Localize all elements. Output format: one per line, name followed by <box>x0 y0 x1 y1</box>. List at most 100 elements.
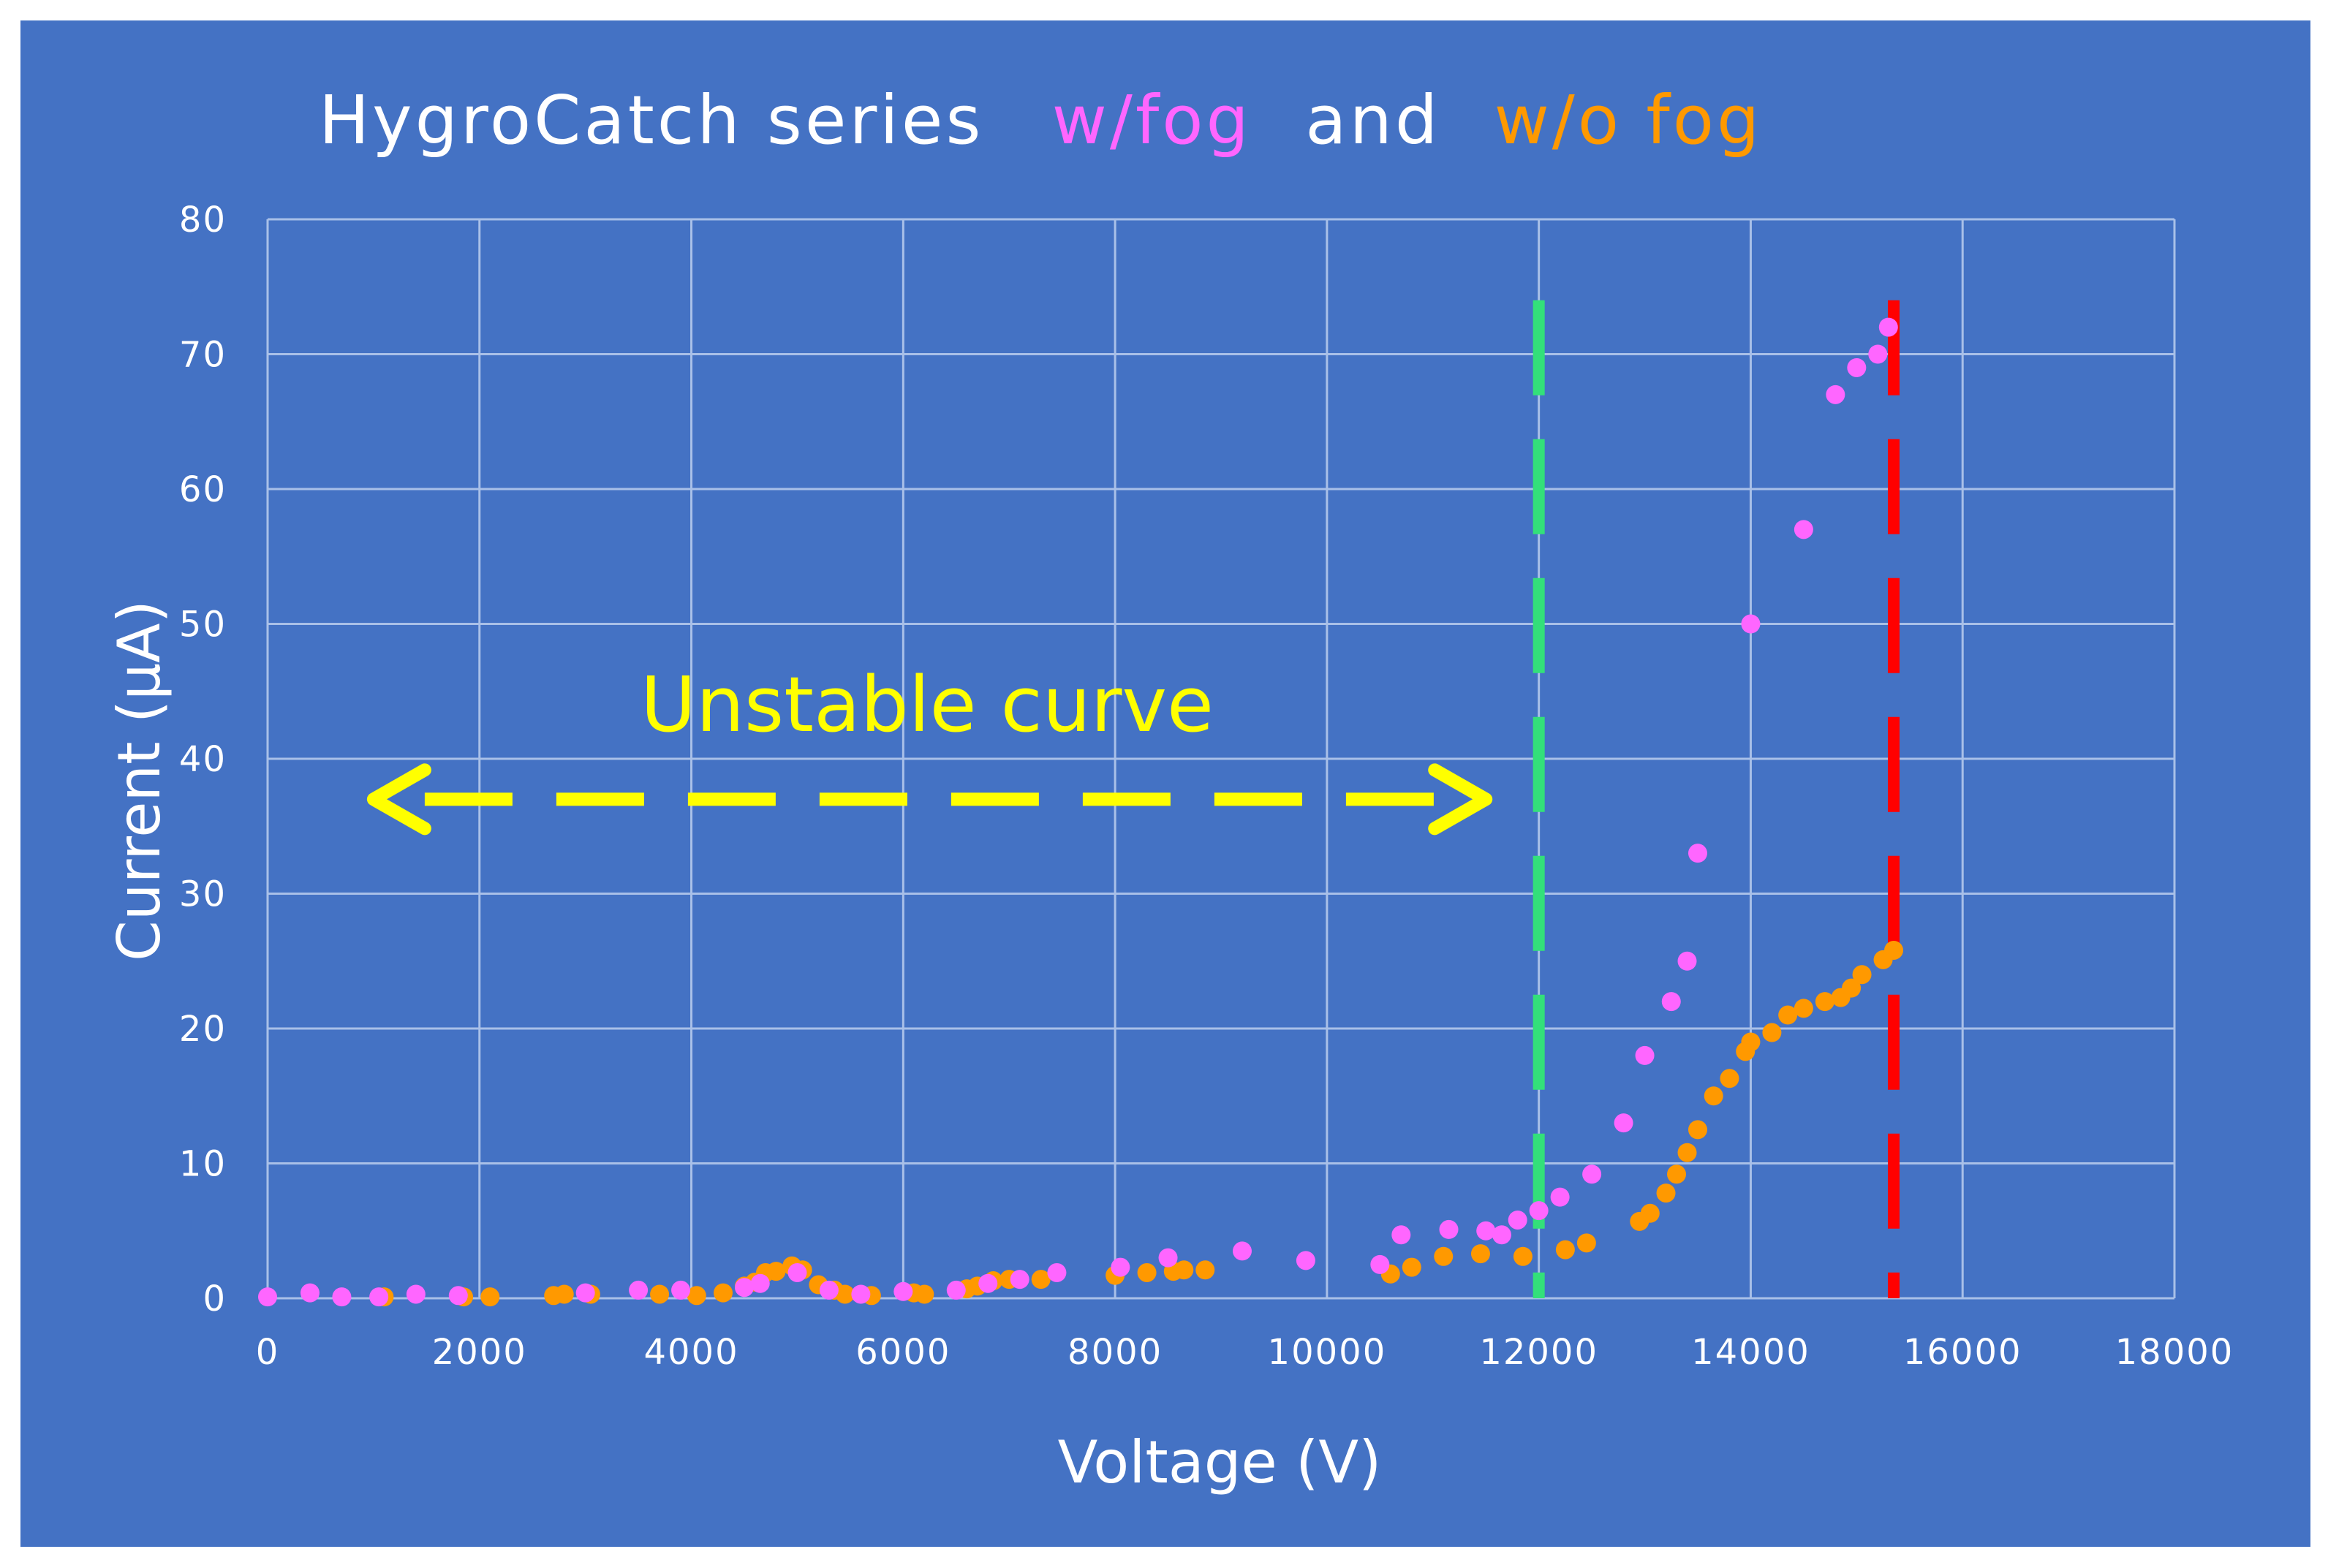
data-point-wofog <box>1656 1183 1676 1203</box>
data-point-wofog <box>915 1284 934 1304</box>
data-point-wfog <box>1614 1113 1633 1133</box>
data-point-wofog <box>1174 1260 1194 1280</box>
y-tick-label: 20 <box>179 1009 227 1050</box>
data-point-wofog <box>1778 1005 1798 1025</box>
data-point-wofog <box>1677 1143 1697 1162</box>
data-point-wfog <box>1391 1225 1411 1245</box>
data-point-wfog <box>629 1280 649 1300</box>
data-point-wfog <box>946 1280 966 1300</box>
x-tick-label: 6000 <box>855 1332 951 1373</box>
data-point-wfog <box>1868 344 1888 364</box>
data-point-wfog <box>1826 385 1845 404</box>
data-point-wofog <box>1640 1203 1660 1223</box>
data-point-wfog <box>1878 317 1898 337</box>
title-prefix: HygroCatch series <box>319 81 983 159</box>
y-tick-label: 50 <box>179 605 227 645</box>
data-point-wfog <box>1476 1221 1496 1241</box>
data-point-wfog <box>1047 1262 1067 1282</box>
data-point-wfog <box>332 1287 352 1307</box>
x-tick-label: 10000 <box>1268 1332 1387 1373</box>
data-point-wfog <box>300 1283 320 1303</box>
data-point-wfog <box>1010 1270 1029 1289</box>
data-point-wfog <box>893 1281 913 1301</box>
data-point-wfog <box>671 1280 691 1300</box>
data-point-wofog <box>1667 1164 1687 1184</box>
y-tick-label: 0 <box>203 1279 227 1319</box>
data-point-wofog <box>1762 1023 1782 1042</box>
title-joiner: and <box>1305 81 1440 159</box>
y-tick-label: 80 <box>179 200 227 240</box>
data-point-wofog <box>1741 1032 1761 1052</box>
annotation-label: Unstable curve <box>640 660 1214 749</box>
data-point-wfog <box>1296 1251 1315 1270</box>
data-point-wofog <box>650 1284 670 1304</box>
data-point-wofog <box>1031 1270 1051 1289</box>
y-tick-label: 40 <box>179 739 227 780</box>
data-point-wofog <box>554 1284 574 1304</box>
data-point-wfog <box>1439 1219 1459 1239</box>
data-point-wfog <box>1232 1241 1252 1261</box>
data-point-wfog <box>1111 1257 1130 1277</box>
data-point-wofog <box>1195 1260 1215 1280</box>
data-point-wfog <box>448 1286 468 1306</box>
x-tick-labels: 0 2000 4000 6000 8000 10000 12000 14000 16000 180… <box>256 1332 2233 1373</box>
data-point-wofog <box>1576 1233 1596 1253</box>
data-point-wfog <box>819 1280 839 1300</box>
data-point-wofog <box>1470 1244 1490 1264</box>
data-point-wofog <box>1794 999 1813 1018</box>
data-point-wofog <box>1884 940 1904 960</box>
data-point-wofog <box>1555 1240 1575 1260</box>
data-point-wofog <box>1402 1257 1421 1277</box>
data-point-wfog <box>851 1284 871 1304</box>
data-point-wfog <box>1794 520 1813 539</box>
data-point-wfog <box>1661 992 1681 1012</box>
data-point-wofog <box>714 1283 733 1303</box>
data-point-wfog <box>406 1284 426 1304</box>
x-tick-label: 0 <box>256 1332 280 1373</box>
chart-panel: HygroCatch series w/fog and w/o fog 0 20 0… <box>20 20 2310 1547</box>
data-point-wfog <box>1677 951 1697 971</box>
data-point-wfog <box>1550 1187 1570 1207</box>
y-tick-label: 60 <box>179 469 227 510</box>
data-point-wfog <box>258 1287 277 1307</box>
data-point-wofog <box>1815 992 1834 1012</box>
x-tick-label: 4000 <box>643 1332 738 1373</box>
data-point-wfog <box>978 1273 998 1293</box>
title-series-wfog: w/fog <box>1052 81 1252 159</box>
scatter-chart: HygroCatch series w/fog and w/o fog 0 20 0… <box>105 81 2233 1496</box>
series-wfog <box>258 317 1898 1307</box>
data-point-wfog <box>575 1283 595 1303</box>
chart-title: HygroCatch series w/fog and w/o fog <box>319 81 1762 159</box>
y-axis-title: Current (μA) <box>105 600 173 961</box>
data-point-wofog <box>1137 1262 1157 1282</box>
data-point-wfog <box>1688 844 1707 863</box>
y-tick-labels: 0 10 20 30 40 50 60 70 80 <box>179 200 227 1319</box>
x-axis-title: Voltage (V) <box>1058 1428 1382 1496</box>
data-point-wfog <box>750 1273 770 1293</box>
y-tick-label: 30 <box>179 874 227 915</box>
data-point-wofog <box>1434 1246 1454 1266</box>
data-point-wfog <box>1529 1201 1549 1221</box>
annotation-arrow <box>366 763 1493 836</box>
title-series-wofog: w/o fog <box>1494 81 1763 159</box>
data-point-wfog <box>1492 1225 1511 1245</box>
data-point-wofog <box>835 1284 855 1304</box>
data-point-wfog <box>1370 1254 1390 1274</box>
data-point-wofog <box>1688 1120 1707 1140</box>
data-point-wfog <box>787 1262 807 1282</box>
y-tick-label: 70 <box>179 335 227 376</box>
annotation-arrow-head-right <box>1428 763 1493 836</box>
data-point-wofog <box>480 1287 500 1307</box>
data-point-wfog <box>1741 614 1761 634</box>
x-tick-label: 8000 <box>1067 1332 1163 1373</box>
data-point-wfog <box>1582 1164 1602 1184</box>
data-point-wfog <box>369 1287 389 1307</box>
data-point-wofog <box>1704 1086 1723 1106</box>
data-point-wofog <box>687 1286 706 1306</box>
x-tick-label: 16000 <box>1903 1332 2022 1373</box>
data-point-wfog <box>1158 1248 1178 1268</box>
data-point-wofog <box>1720 1069 1739 1088</box>
data-point-wfog <box>1635 1045 1655 1065</box>
data-point-wofog <box>766 1262 786 1281</box>
data-point-wofog <box>1842 978 1862 998</box>
